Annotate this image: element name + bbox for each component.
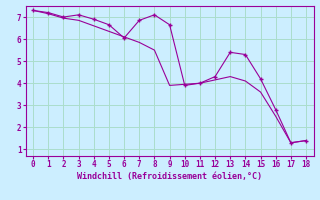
X-axis label: Windchill (Refroidissement éolien,°C): Windchill (Refroidissement éolien,°C) bbox=[77, 172, 262, 181]
